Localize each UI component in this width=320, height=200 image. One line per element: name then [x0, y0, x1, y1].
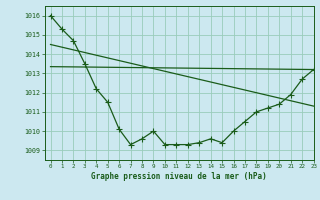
X-axis label: Graphe pression niveau de la mer (hPa): Graphe pression niveau de la mer (hPa) [91, 172, 267, 181]
